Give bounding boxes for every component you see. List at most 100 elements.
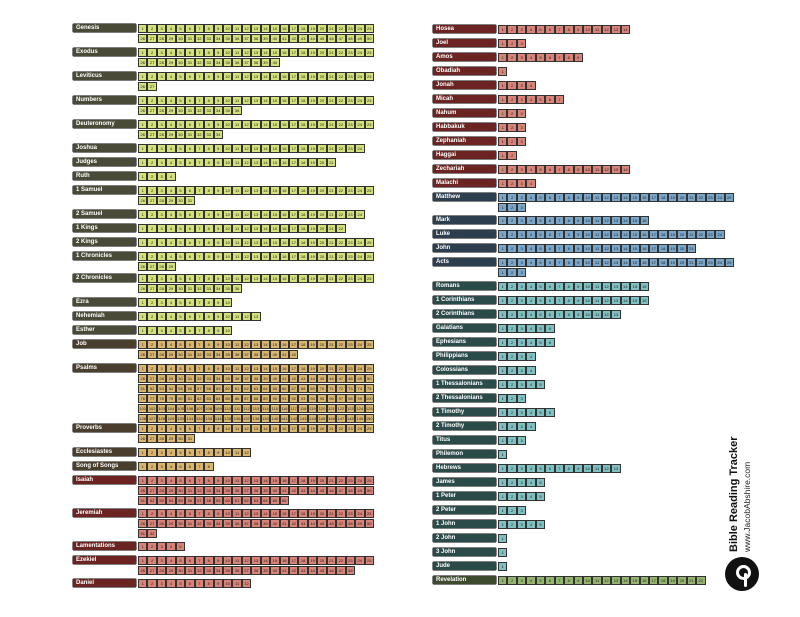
- chapter-checkbox[interactable]: 26: [138, 519, 148, 528]
- chapter-checkbox[interactable]: 12: [601, 230, 612, 239]
- chapter-checkbox[interactable]: 17: [289, 556, 299, 565]
- chapter-checkbox[interactable]: 6: [185, 340, 195, 349]
- chapter-checkbox[interactable]: 47: [336, 374, 346, 383]
- chapter-checkbox[interactable]: 126: [138, 414, 148, 423]
- chapter-checkbox[interactable]: 10: [222, 238, 233, 247]
- chapter-checkbox[interactable]: 24: [355, 556, 365, 565]
- chapter-checkbox[interactable]: 25: [364, 96, 374, 105]
- chapter-checkbox[interactable]: 16: [639, 244, 649, 253]
- chapter-checkbox[interactable]: 26: [138, 350, 148, 359]
- chapter-checkbox[interactable]: 21: [326, 158, 337, 167]
- chapter-checkbox[interactable]: 5: [175, 210, 186, 219]
- chapter-checkbox[interactable]: 9: [213, 158, 223, 167]
- chapter-checkbox[interactable]: 41: [279, 350, 289, 359]
- chapter-checkbox[interactable]: 1: [498, 109, 508, 118]
- chapter-checkbox[interactable]: 7: [194, 448, 205, 457]
- chapter-checkbox[interactable]: 10: [582, 258, 593, 267]
- chapter-checkbox[interactable]: 2: [507, 576, 517, 585]
- chapter-checkbox[interactable]: 15: [630, 230, 640, 239]
- chapter-checkbox[interactable]: 3: [516, 422, 527, 431]
- chapter-checkbox[interactable]: 48: [345, 486, 356, 495]
- chapter-checkbox[interactable]: 10: [222, 340, 233, 349]
- chapter-checkbox[interactable]: 9: [213, 144, 223, 153]
- chapter-checkbox[interactable]: 17: [289, 340, 299, 349]
- chapter-checkbox[interactable]: 7: [554, 25, 565, 34]
- chapter-checkbox[interactable]: 132: [194, 414, 205, 423]
- chapter-checkbox[interactable]: 56: [185, 384, 195, 393]
- chapter-checkbox[interactable]: 15: [270, 144, 280, 153]
- chapter-checkbox[interactable]: 4: [526, 244, 536, 253]
- chapter-checkbox[interactable]: 4: [526, 324, 536, 333]
- chapter-checkbox[interactable]: 21: [326, 424, 337, 433]
- chapter-checkbox[interactable]: 9: [573, 576, 583, 585]
- chapter-checkbox[interactable]: 4: [166, 224, 176, 233]
- chapter-checkbox[interactable]: 38: [251, 486, 261, 495]
- chapter-checkbox[interactable]: 24: [355, 120, 365, 129]
- chapter-checkbox[interactable]: 6: [545, 338, 555, 347]
- chapter-checkbox[interactable]: 61: [232, 496, 242, 505]
- chapter-checkbox[interactable]: 14: [260, 24, 271, 33]
- chapter-checkbox[interactable]: 12: [601, 258, 612, 267]
- chapter-checkbox[interactable]: 19: [307, 424, 318, 433]
- chapter-checkbox[interactable]: 6: [185, 186, 195, 195]
- chapter-checkbox[interactable]: 11: [592, 282, 602, 291]
- chapter-checkbox[interactable]: 12: [241, 509, 252, 518]
- chapter-checkbox[interactable]: 28: [156, 58, 167, 67]
- chapter-checkbox[interactable]: 38: [251, 374, 261, 383]
- chapter-checkbox[interactable]: 3: [516, 95, 527, 104]
- chapter-checkbox[interactable]: 3: [516, 478, 527, 487]
- chapter-checkbox[interactable]: 68: [298, 384, 308, 393]
- chapter-checkbox[interactable]: 12: [241, 24, 252, 33]
- chapter-checkbox[interactable]: 30: [175, 434, 186, 443]
- chapter-checkbox[interactable]: 9: [213, 252, 223, 261]
- chapter-checkbox[interactable]: 24: [355, 364, 365, 373]
- chapter-checkbox[interactable]: 40: [270, 519, 280, 528]
- chapter-checkbox[interactable]: 23: [345, 238, 356, 247]
- chapter-checkbox[interactable]: 10: [222, 120, 233, 129]
- chapter-checkbox[interactable]: 23: [345, 96, 356, 105]
- chapter-checkbox[interactable]: 1: [498, 422, 508, 431]
- chapter-checkbox[interactable]: 5: [535, 216, 546, 225]
- chapter-checkbox[interactable]: 30: [175, 130, 186, 139]
- chapter-checkbox[interactable]: 6: [185, 72, 195, 81]
- chapter-checkbox[interactable]: 11: [592, 216, 602, 225]
- chapter-checkbox[interactable]: 2: [147, 158, 157, 167]
- chapter-checkbox[interactable]: 8: [204, 462, 214, 471]
- chapter-checkbox[interactable]: 7: [554, 244, 565, 253]
- chapter-checkbox[interactable]: 25: [724, 258, 734, 267]
- chapter-checkbox[interactable]: 8: [564, 193, 574, 202]
- chapter-checkbox[interactable]: 35: [222, 58, 233, 67]
- chapter-checkbox[interactable]: 10: [222, 48, 233, 57]
- chapter-checkbox[interactable]: 16: [279, 24, 289, 33]
- chapter-checkbox[interactable]: 7: [194, 210, 205, 219]
- chapter-checkbox[interactable]: 29: [166, 130, 176, 139]
- chapter-checkbox[interactable]: 17: [289, 224, 299, 233]
- chapter-checkbox[interactable]: 7: [194, 72, 205, 81]
- chapter-checkbox[interactable]: 35: [222, 486, 233, 495]
- chapter-checkbox[interactable]: 47: [336, 519, 346, 528]
- chapter-checkbox[interactable]: 9: [213, 48, 223, 57]
- chapter-checkbox[interactable]: 4: [166, 120, 176, 129]
- chapter-checkbox[interactable]: 45: [317, 519, 327, 528]
- chapter-checkbox[interactable]: 16: [279, 210, 289, 219]
- chapter-checkbox[interactable]: 6: [545, 95, 555, 104]
- chapter-checkbox[interactable]: 10: [582, 244, 593, 253]
- chapter-checkbox[interactable]: 8: [204, 298, 214, 307]
- chapter-checkbox[interactable]: 20: [317, 274, 327, 283]
- chapter-checkbox[interactable]: 18: [298, 424, 308, 433]
- chapter-checkbox[interactable]: 13: [251, 340, 261, 349]
- chapter-checkbox[interactable]: 43: [298, 34, 308, 43]
- chapter-checkbox[interactable]: 10: [222, 210, 233, 219]
- chapter-checkbox[interactable]: 117: [289, 404, 299, 413]
- chapter-checkbox[interactable]: 2: [507, 394, 517, 403]
- chapter-checkbox[interactable]: 1: [138, 120, 148, 129]
- chapter-checkbox[interactable]: 7: [194, 186, 205, 195]
- chapter-checkbox[interactable]: 86: [232, 394, 242, 403]
- chapter-checkbox[interactable]: 34: [213, 130, 223, 139]
- chapter-checkbox[interactable]: 1: [138, 210, 148, 219]
- chapter-checkbox[interactable]: 24: [355, 509, 365, 518]
- chapter-checkbox[interactable]: 24: [355, 476, 365, 485]
- chapter-checkbox[interactable]: 42: [289, 374, 299, 383]
- chapter-checkbox[interactable]: 1: [498, 464, 508, 473]
- chapter-checkbox[interactable]: 38: [251, 566, 261, 575]
